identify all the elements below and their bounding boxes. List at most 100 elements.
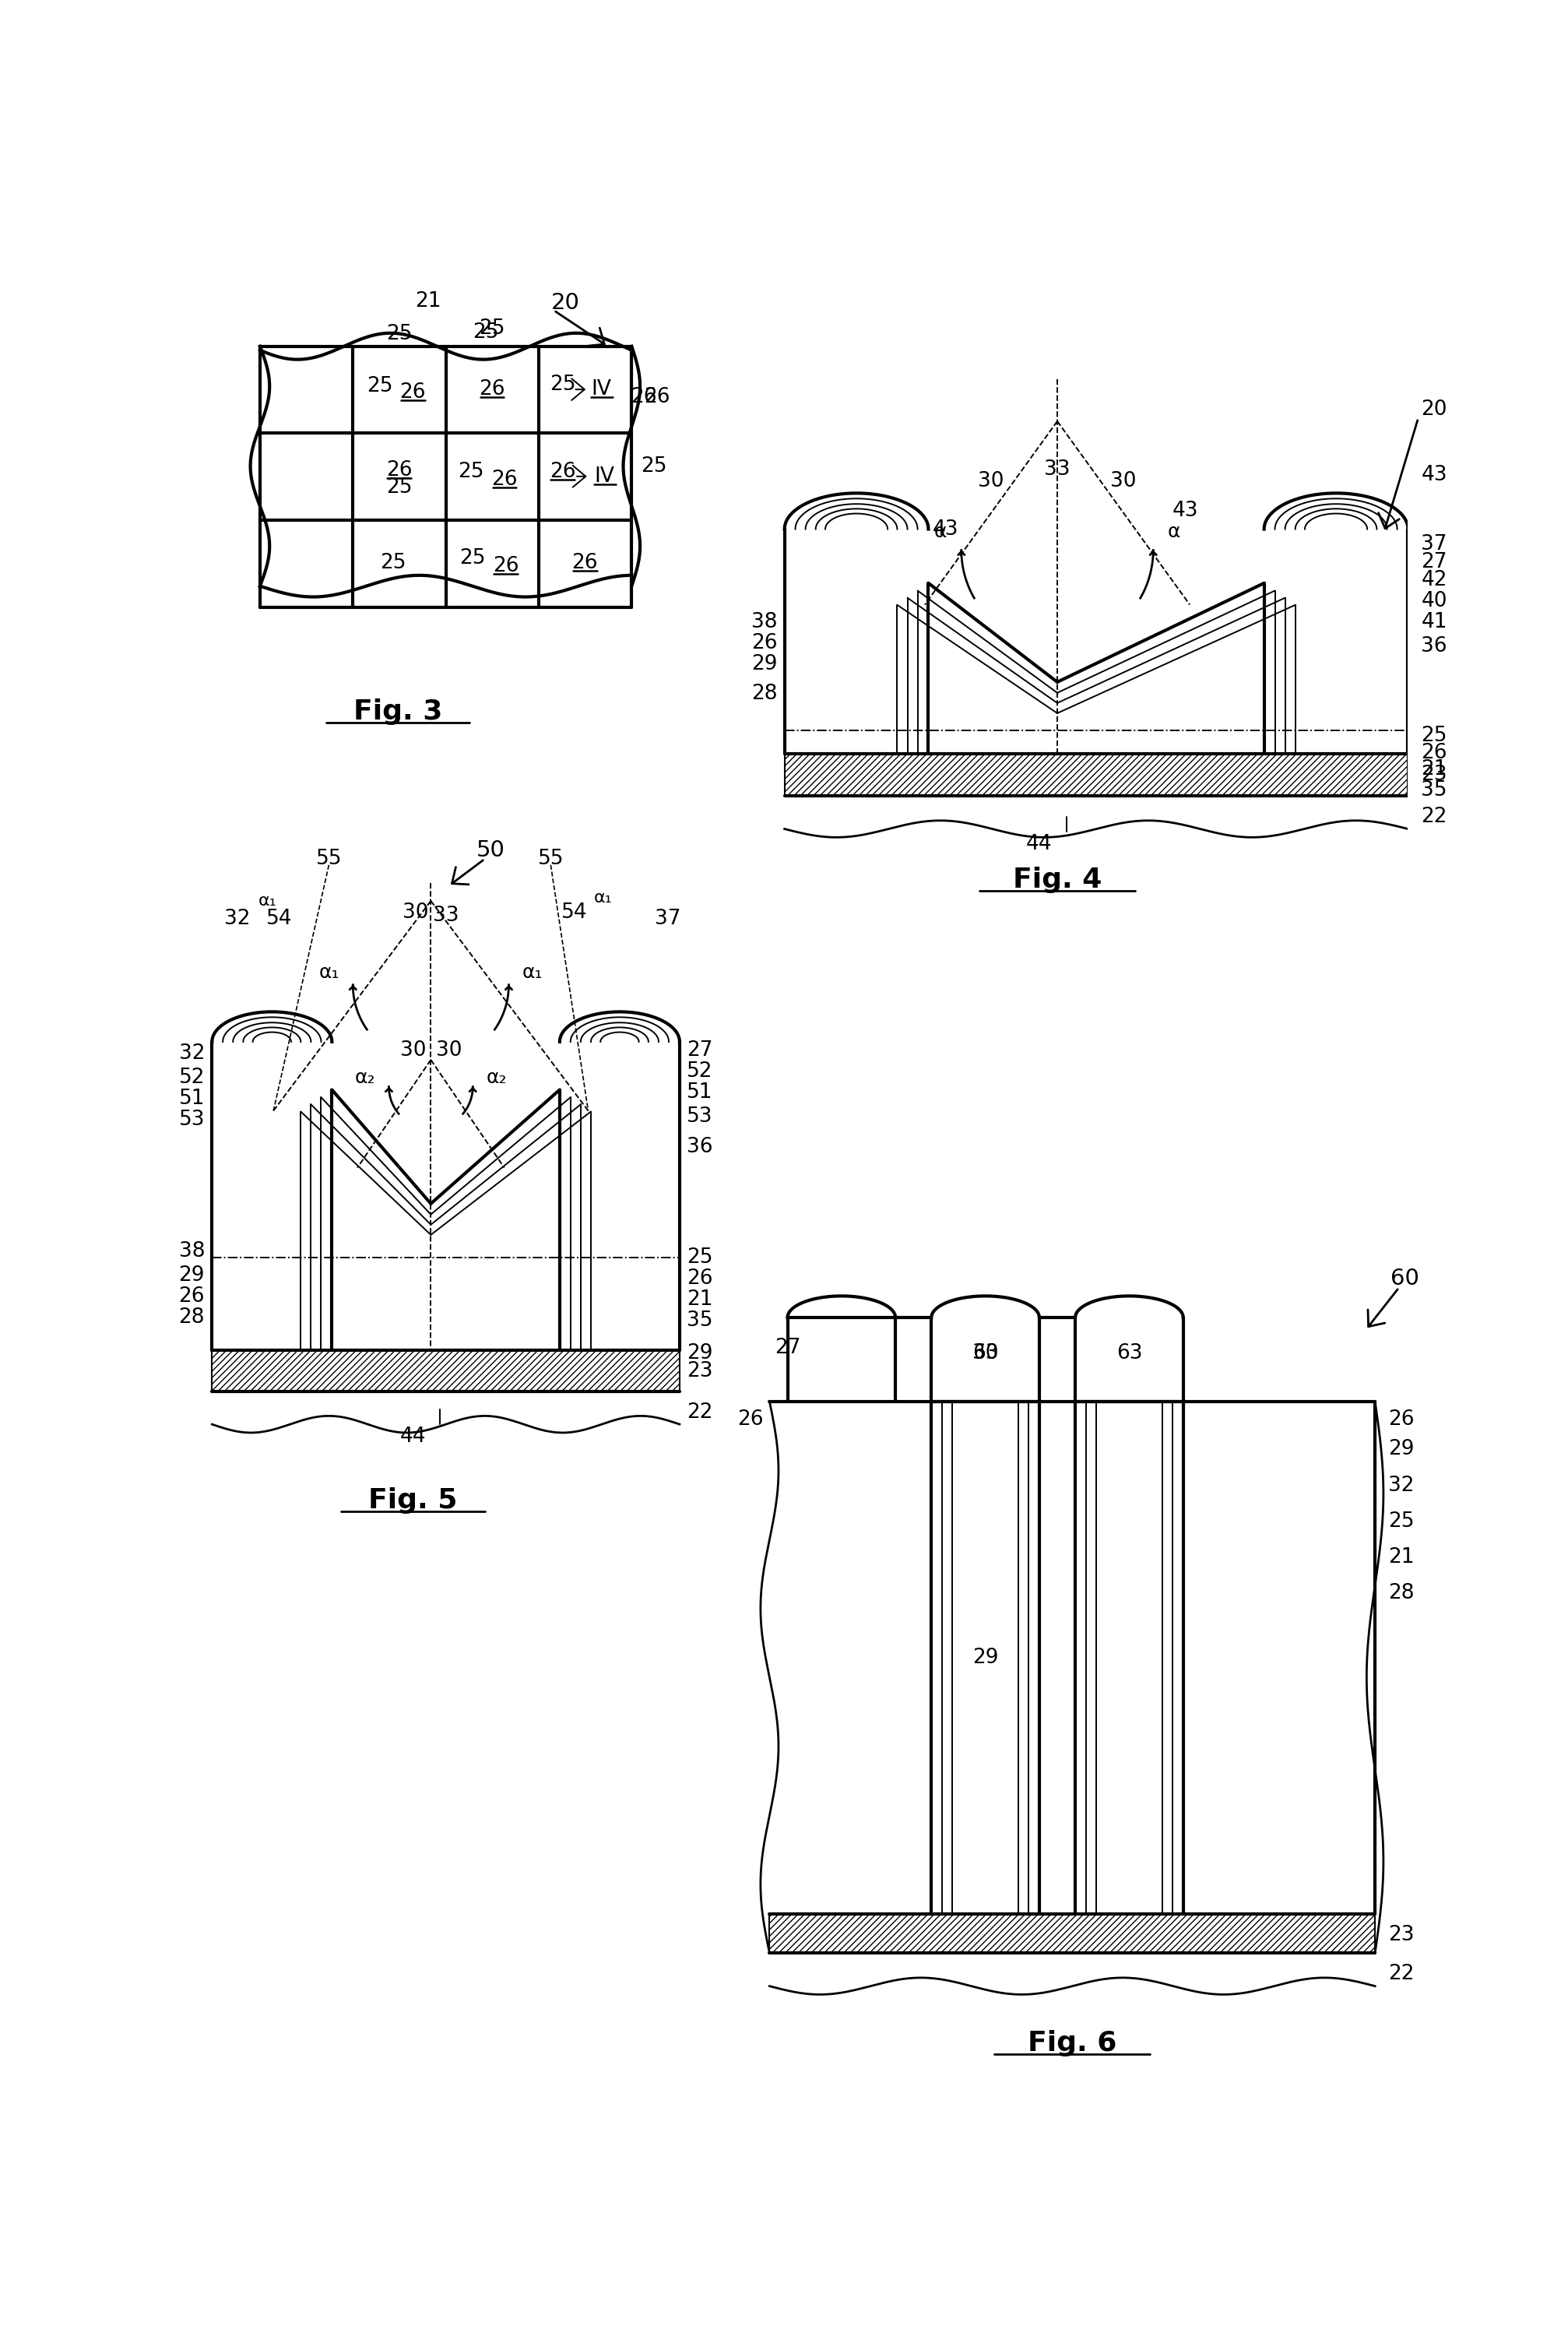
Bar xyxy=(212,1350,679,1392)
Text: 25: 25 xyxy=(386,477,412,498)
Text: 25: 25 xyxy=(459,549,486,568)
Text: 25: 25 xyxy=(472,322,499,343)
Text: 26: 26 xyxy=(737,1409,764,1430)
Text: 32: 32 xyxy=(179,1044,205,1063)
Text: 52: 52 xyxy=(687,1061,712,1082)
Text: 43: 43 xyxy=(1421,465,1447,486)
Text: 29: 29 xyxy=(179,1266,205,1285)
Text: 26: 26 xyxy=(751,633,776,654)
Text: 25: 25 xyxy=(687,1247,712,1268)
Bar xyxy=(784,755,1408,797)
Text: 53: 53 xyxy=(687,1107,712,1126)
Text: 26: 26 xyxy=(1388,1409,1414,1430)
Text: 38: 38 xyxy=(179,1240,205,1261)
Text: 40: 40 xyxy=(1421,591,1447,612)
Text: Fig. 3: Fig. 3 xyxy=(353,698,442,724)
Text: α₁: α₁ xyxy=(522,962,543,981)
Text: 26: 26 xyxy=(400,383,425,402)
Text: 30: 30 xyxy=(436,1040,461,1061)
Text: 21: 21 xyxy=(1388,1546,1414,1567)
Text: 26: 26 xyxy=(179,1287,205,1306)
Text: Fig. 6: Fig. 6 xyxy=(1027,2030,1116,2056)
Text: α: α xyxy=(933,523,947,542)
Text: 27: 27 xyxy=(775,1339,800,1357)
Text: 25: 25 xyxy=(640,456,666,477)
Text: 52: 52 xyxy=(179,1068,205,1089)
Text: 26: 26 xyxy=(478,378,505,399)
Text: 37: 37 xyxy=(654,909,681,930)
Text: 22: 22 xyxy=(687,1402,712,1423)
Text: 30: 30 xyxy=(977,472,1004,491)
Text: 54: 54 xyxy=(561,902,588,923)
Text: 63: 63 xyxy=(972,1343,997,1364)
Text: 23: 23 xyxy=(1388,1925,1414,1946)
Text: α: α xyxy=(1167,523,1181,542)
Bar xyxy=(770,1913,1374,1953)
Text: 55: 55 xyxy=(538,848,563,869)
Text: 30: 30 xyxy=(400,1040,425,1061)
Text: 26: 26 xyxy=(492,556,519,577)
Text: 25: 25 xyxy=(549,374,575,395)
Text: Fig. 4: Fig. 4 xyxy=(1013,867,1101,892)
Text: 22: 22 xyxy=(1421,806,1447,827)
Text: 30: 30 xyxy=(972,1343,997,1364)
Text: 41: 41 xyxy=(1421,612,1447,633)
Text: 60: 60 xyxy=(1389,1268,1419,1289)
Text: 25: 25 xyxy=(1388,1511,1414,1532)
Text: 26: 26 xyxy=(549,463,575,481)
Text: 21: 21 xyxy=(414,292,441,311)
Text: 28: 28 xyxy=(1388,1584,1414,1602)
Text: IV: IV xyxy=(594,467,615,486)
Text: 21: 21 xyxy=(687,1289,712,1310)
Text: 26: 26 xyxy=(572,554,597,572)
Text: 28: 28 xyxy=(179,1308,205,1327)
Text: 30: 30 xyxy=(1110,472,1135,491)
Text: 22: 22 xyxy=(1388,1965,1414,1983)
Text: 29: 29 xyxy=(1388,1439,1414,1460)
Text: 36: 36 xyxy=(1421,635,1447,656)
Text: 30: 30 xyxy=(403,902,428,923)
Text: 25: 25 xyxy=(458,463,485,481)
Text: 36: 36 xyxy=(687,1138,712,1156)
Text: 26: 26 xyxy=(386,460,412,481)
Text: 50: 50 xyxy=(477,839,505,862)
Text: 44: 44 xyxy=(400,1427,425,1446)
Text: 23: 23 xyxy=(687,1362,712,1381)
Text: α₁: α₁ xyxy=(594,890,612,906)
Text: 26: 26 xyxy=(687,1268,712,1289)
Text: 55: 55 xyxy=(315,848,342,869)
Text: 29: 29 xyxy=(972,1647,997,1668)
Text: α₁: α₁ xyxy=(259,892,276,909)
Text: 29: 29 xyxy=(687,1343,712,1364)
Text: 51: 51 xyxy=(687,1082,712,1103)
Text: α₂: α₂ xyxy=(486,1068,506,1086)
Text: 33: 33 xyxy=(433,906,458,925)
Text: 20: 20 xyxy=(1421,399,1447,420)
Text: 37: 37 xyxy=(1421,535,1447,554)
Text: 23: 23 xyxy=(1421,764,1447,785)
Text: 42: 42 xyxy=(1421,570,1447,591)
Text: 27: 27 xyxy=(687,1040,712,1061)
Text: 26: 26 xyxy=(643,388,670,406)
Text: 28: 28 xyxy=(751,684,776,703)
Text: IV: IV xyxy=(591,378,612,399)
Text: 26: 26 xyxy=(491,470,517,491)
Text: 32: 32 xyxy=(224,909,249,930)
Text: 25: 25 xyxy=(386,325,412,343)
Text: α₁: α₁ xyxy=(318,962,339,981)
Text: 43: 43 xyxy=(931,519,958,540)
Text: 43: 43 xyxy=(1171,500,1198,521)
Text: 29: 29 xyxy=(751,654,776,675)
Text: 32: 32 xyxy=(1388,1476,1414,1495)
Text: 63: 63 xyxy=(1115,1343,1142,1364)
Text: 44: 44 xyxy=(1025,834,1052,855)
Text: 26: 26 xyxy=(630,388,657,406)
Text: 53: 53 xyxy=(179,1110,205,1131)
Text: 25: 25 xyxy=(367,376,392,397)
Text: 35: 35 xyxy=(687,1310,712,1332)
Text: 21: 21 xyxy=(1421,759,1447,780)
Text: α₂: α₂ xyxy=(354,1068,375,1086)
Text: 25: 25 xyxy=(1421,726,1447,745)
Text: 38: 38 xyxy=(751,612,776,633)
Text: 35: 35 xyxy=(1421,780,1447,799)
